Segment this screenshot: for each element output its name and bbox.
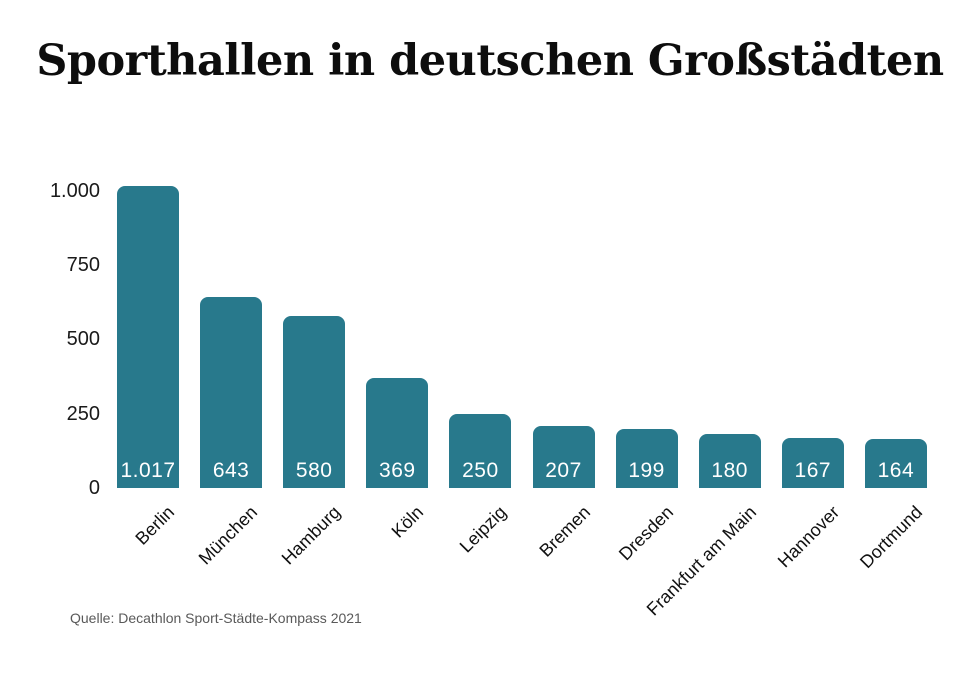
y-axis-tick-label: 1.000 bbox=[49, 179, 100, 202]
bar-value-label: 164 bbox=[877, 458, 915, 482]
bar-value-label: 180 bbox=[711, 458, 748, 482]
source-note: Quelle: Decathlon Sport-Städte-Kompass 2… bbox=[70, 610, 362, 626]
bar-leipzig: 250 bbox=[449, 413, 512, 488]
y-axis-tick-label: 250 bbox=[66, 402, 100, 425]
chart-title: Sporthallen in deutschen Großstädten bbox=[36, 36, 944, 86]
bar-value-label: 1.017 bbox=[120, 458, 176, 482]
y-axis-tick-label: 500 bbox=[66, 328, 100, 351]
bar-value-label: 199 bbox=[628, 458, 665, 482]
bar-m-nchen: 643 bbox=[200, 296, 263, 488]
bar-value-label: 643 bbox=[212, 458, 250, 482]
bar-value-label: 167 bbox=[794, 458, 832, 482]
bar-k-ln: 369 bbox=[366, 378, 429, 488]
bar-value-label: 369 bbox=[379, 458, 416, 482]
bar-hamburg: 580 bbox=[283, 315, 346, 488]
bar-value-label: 250 bbox=[462, 458, 499, 482]
bar-dresden: 199 bbox=[615, 428, 678, 488]
bar-bremen: 207 bbox=[532, 426, 595, 488]
bar-hannover: 167 bbox=[781, 438, 844, 488]
bar-dortmund: 164 bbox=[864, 439, 927, 488]
y-axis-tick-label: 0 bbox=[88, 477, 100, 499]
bar-value-label: 207 bbox=[545, 458, 582, 482]
bar-frankfurt-am-main: 180 bbox=[698, 434, 761, 488]
bar-value-label: 580 bbox=[295, 458, 333, 482]
y-axis-tick-label: 750 bbox=[66, 254, 100, 277]
bar-berlin: 1.017 bbox=[117, 185, 179, 488]
